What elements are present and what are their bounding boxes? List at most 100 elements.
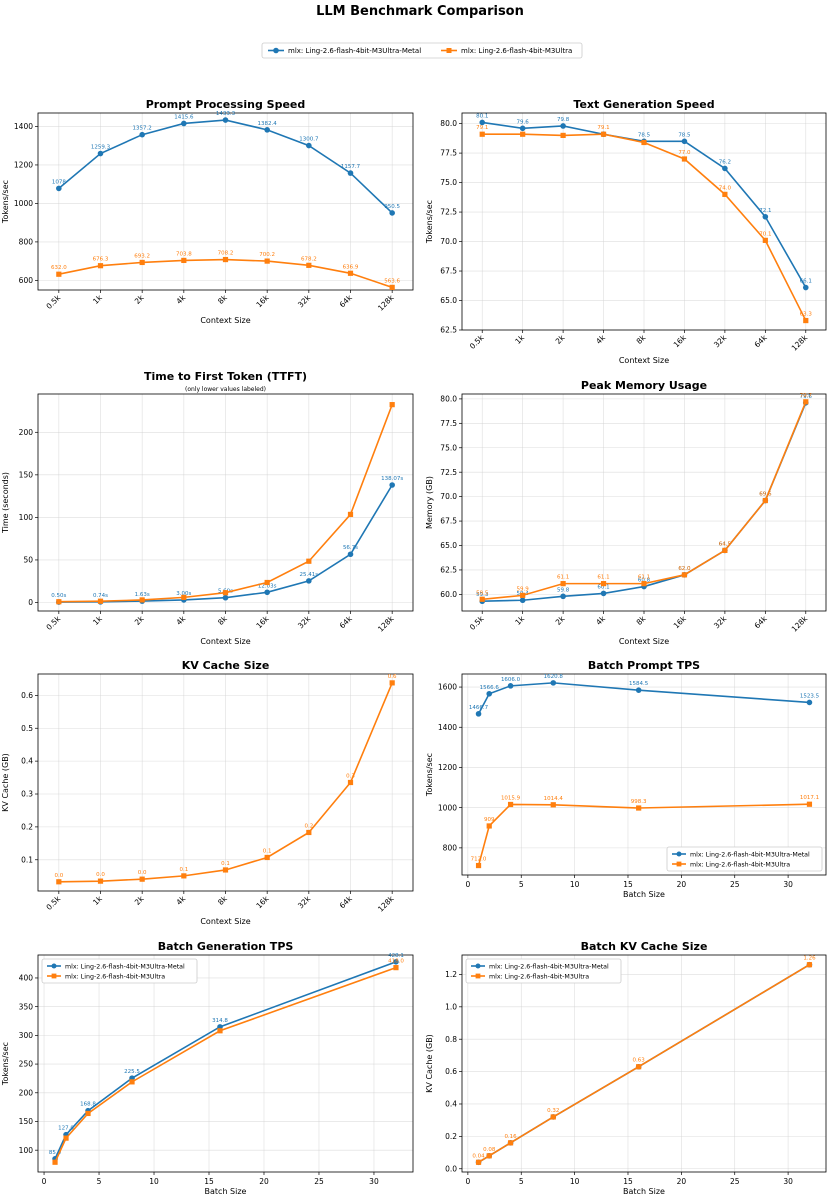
data-label: 1014.4 [544,796,564,802]
y-axis-label: Time (seconds) [1,472,10,534]
x-tick-label: 30 [783,1177,793,1186]
data-label: 127.0 [58,1126,74,1132]
data-label: 62.0 [678,566,691,572]
data-label: 76.2 [719,159,731,165]
x-tick-label: 4k [594,333,607,346]
y-axis-label: KV Cache (GB) [425,1034,434,1093]
x-tick-label: 30 [783,880,793,889]
x-tick-label: 64k [338,614,355,631]
data-point [600,131,607,137]
data-point [139,131,145,138]
x-tick-label: 8k [635,333,648,346]
data-point [129,1079,135,1085]
y-tick-label: 1600 [438,683,457,692]
data-point [475,862,482,869]
y-tick-label: 400 [19,974,34,983]
y-tick-label: 0.8 [445,1035,457,1044]
data-point [560,581,566,587]
panel-peak-memory: 60.0 62.5 65.0 67.5 70.0 72.5 75.0 77.5 80.0 0.5k… [425,379,827,646]
data-point [56,599,62,605]
y-tick-label: 77.5 [440,419,457,428]
y-tick-label: 0 [28,598,33,607]
x-tick-label: 15 [623,880,633,889]
data-point [97,598,104,604]
data-label: 60.1 [597,584,609,590]
y-tick-label: 0.3 [21,790,33,799]
y-tick-label: 800 [19,238,34,247]
data-point [264,579,270,586]
y-tick-label: 0.4 [445,1100,457,1109]
x-axis-label: Context Size [619,637,669,646]
data-label: 64.5 [719,541,732,547]
panel-legend-entry: mlx: Ling-2.6-flash-4bit-M3Ultra-Metal [65,963,185,970]
legend-marker-metal [273,47,279,54]
y-tick-label: 77.5 [440,149,457,158]
data-point [264,589,270,596]
x-tick-label: 20 [677,1177,687,1186]
panel-legend-box [465,958,622,984]
data-label: 950.5 [384,204,400,210]
data-label: 225.5 [124,1069,140,1075]
data-label: 0.0 [96,872,105,878]
data-point [722,165,728,172]
data-point [139,876,145,882]
data-point [264,854,270,861]
data-label: 63.3 [800,312,813,318]
data-label: 78.5 [678,132,691,138]
data-point [681,156,688,162]
data-label: 636.9 [343,264,359,270]
y-tick-label: 1400 [438,723,457,732]
data-point [347,511,354,518]
data-point [347,270,354,276]
data-point [181,594,187,600]
panel-ttft: 0 50 100 150 200 0.5k 1k 2k 4k 8k 16k 32k 64k 128k Tim… [1,370,414,646]
panel-legend-marker [475,973,481,979]
data-point [560,132,566,139]
x-tick-label: 2k [133,293,146,306]
panel-batch-kv-cache: 0.0 0.2 0.4 0.6 0.8 1.0 1.2 0 5 10 15 20 25 30 Batch K… [425,940,827,1196]
data-label: 1415.6 [174,114,194,120]
y-tick-label: 300 [19,1031,34,1040]
y-tick-label: 1000 [438,803,457,812]
x-tick-label: 25 [730,880,740,889]
data-point [479,131,485,137]
x-tick-label: 30 [369,1177,379,1186]
data-point [550,680,557,686]
panel-legend: mlx: Ling-2.6-flash-4bit-M3Ultra-Metal ml… [666,846,823,872]
series-base: 712.0 909 1015.9 1014.4 998.3 1017.1 [471,795,819,869]
x-tick-label: 64k [753,614,770,631]
x-tick-label: 0.5k [44,293,62,311]
y-tick-label: 67.5 [440,517,457,526]
data-label: 693.2 [134,253,150,259]
data-point [479,119,486,126]
data-point [507,1140,514,1146]
x-tick-label: 15 [623,1177,633,1186]
data-label: 0.0 [54,873,63,879]
data-label: 56.7s [343,545,358,551]
x-tick-label: 25 [730,1177,740,1186]
panel-legend-entry: mlx: Ling-2.6-flash-4bit-M3Ultra-Metal [489,963,609,970]
data-point [306,142,312,149]
data-point [347,170,354,176]
axes-frame [37,393,414,612]
x-tick-label: 0.5k [468,614,486,632]
chart-title: Batch Generation TPS [158,940,294,953]
data-point [641,581,647,587]
y-tick-label: 200 [19,1088,34,1097]
data-point [389,210,395,216]
x-tick-label: 0 [465,1177,470,1186]
data-label: 1078 [52,179,66,185]
panel-legend-marker [51,973,57,979]
x-tick-label: 1k [513,614,526,627]
chart-title: Peak Memory Usage [581,379,707,392]
data-label: 1259.3 [91,145,111,151]
x-tick-label: 2k [133,894,146,907]
data-label: 1620.8 [544,674,564,680]
data-point [636,1064,642,1070]
x-tick-label: 1k [91,894,104,907]
x-tick-label: 15 [204,1177,214,1186]
data-label: 0.0 [138,870,147,876]
data-point [560,593,566,600]
